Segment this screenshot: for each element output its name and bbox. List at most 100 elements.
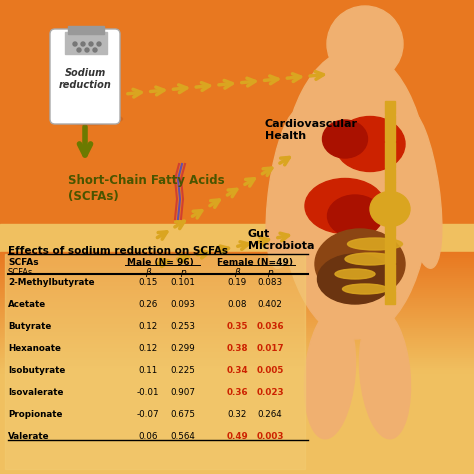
Bar [0,348,474,350]
Text: Cardiovascular
Health: Cardiovascular Health [265,119,358,141]
Circle shape [77,48,81,52]
Bar [0,278,474,280]
Bar [0,370,474,372]
Bar [385,264,395,277]
Bar [385,142,395,155]
Circle shape [93,48,97,52]
Bar [0,356,474,358]
Text: 0.08: 0.08 [227,300,247,309]
Text: -0.01: -0.01 [137,388,159,397]
Bar [5,254,305,469]
Ellipse shape [359,309,410,439]
Ellipse shape [318,254,392,304]
Text: p: p [180,268,186,277]
Bar [385,182,395,195]
Text: 0.564: 0.564 [171,432,195,441]
Bar [0,368,474,370]
Text: 0.402: 0.402 [257,300,283,309]
Ellipse shape [343,284,388,294]
Text: 0.38: 0.38 [226,344,248,353]
Text: 0.083: 0.083 [257,278,283,287]
Text: 0.253: 0.253 [171,322,195,331]
Ellipse shape [280,49,430,339]
Bar [0,0,474,254]
Text: 0.017: 0.017 [256,344,284,353]
Bar [0,262,474,264]
Text: 0.093: 0.093 [171,300,195,309]
Bar [0,296,474,298]
Ellipse shape [335,269,375,279]
Bar [0,292,474,294]
Ellipse shape [328,195,383,237]
Bar [0,282,474,284]
Text: 0.32: 0.32 [228,410,246,419]
Ellipse shape [370,191,410,227]
Text: -0.07: -0.07 [137,410,159,419]
Bar [0,294,474,296]
Bar [0,350,474,352]
Bar [0,328,474,330]
Circle shape [73,42,77,46]
Text: 0.005: 0.005 [256,366,283,375]
Bar [0,362,474,364]
Circle shape [97,42,101,46]
Bar [0,330,474,332]
Bar [0,306,474,308]
Bar [0,340,474,342]
Text: 0.003: 0.003 [256,432,284,441]
Bar [0,354,474,356]
Text: 0.299: 0.299 [171,344,195,353]
Text: p: p [267,268,273,277]
Bar [0,320,474,322]
Ellipse shape [347,238,402,250]
Bar [0,332,474,334]
Text: Gut
Microbiota: Gut Microbiota [248,229,315,251]
Text: 0.15: 0.15 [138,278,158,287]
Circle shape [327,6,403,82]
Text: 0.34: 0.34 [226,366,248,375]
Bar [0,288,474,290]
Text: β: β [234,268,240,277]
Circle shape [89,42,93,46]
Bar [385,291,395,304]
Text: 0.675: 0.675 [171,410,195,419]
Bar [0,352,474,354]
Bar [0,256,474,258]
Ellipse shape [335,117,405,172]
Bar [0,322,474,324]
Bar [0,314,474,316]
Bar [385,250,395,263]
Text: Isobutyrate: Isobutyrate [8,366,65,375]
Text: 0.12: 0.12 [138,322,158,331]
Text: Butyrate: Butyrate [8,322,51,331]
Bar [0,268,474,270]
Text: Female (N=49): Female (N=49) [217,258,293,267]
Bar [0,300,474,302]
Text: 0.36: 0.36 [226,388,248,397]
Bar [0,364,474,366]
Bar [0,358,474,360]
Bar [0,336,474,338]
Bar [0,274,474,276]
Bar [0,286,474,288]
Text: 0.19: 0.19 [228,278,246,287]
Bar [0,308,474,310]
Text: 0.11: 0.11 [138,366,158,375]
Bar [0,360,474,362]
Bar [65,32,107,54]
Circle shape [85,48,89,52]
Text: β: β [145,268,151,277]
Ellipse shape [305,179,385,234]
Bar [0,266,474,268]
Bar [385,155,395,168]
Text: 0.26: 0.26 [138,300,158,309]
Bar [385,101,395,114]
Bar [0,276,474,278]
Bar [68,26,104,34]
Bar [0,270,474,272]
Text: 0.036: 0.036 [256,322,284,331]
Bar [385,115,395,128]
Bar [0,318,474,320]
Circle shape [81,42,85,46]
Text: SCFAs: SCFAs [8,268,33,277]
